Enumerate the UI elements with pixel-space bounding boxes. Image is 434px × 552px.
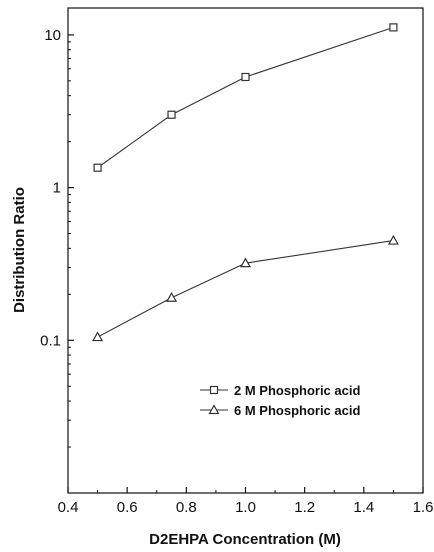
y-tick-label: 0.1 <box>40 332 61 349</box>
legend-marker <box>208 404 220 415</box>
x-axis-title: D2EHPA Concentration (M) <box>149 531 341 548</box>
legend-marker <box>209 385 219 395</box>
data-point <box>387 234 399 245</box>
series-line <box>97 240 394 338</box>
x-tick-label: 1.0 <box>235 499 256 516</box>
data-point <box>241 72 250 82</box>
x-tick-label: 0.6 <box>117 499 138 516</box>
data-point <box>389 23 398 32</box>
data-point <box>93 163 102 172</box>
x-tick-label: 0.4 <box>58 499 79 516</box>
series-1 <box>93 23 398 172</box>
data-point <box>167 110 176 119</box>
y-axis-title: Distribution Ratio <box>11 187 28 313</box>
y-tick-label: 1 <box>53 180 61 197</box>
series-2 <box>92 234 399 342</box>
series-layer <box>92 23 399 342</box>
y-axis-ticks: 0.1 1 10 <box>40 27 74 448</box>
x-tick-label: 1.4 <box>353 499 374 516</box>
series-line <box>97 26 394 169</box>
x-tick-label: 0.8 <box>176 499 197 516</box>
legend-label: 2 M Phosphoric acid <box>234 383 360 398</box>
x-axis-ticks: 0.4 0.6 0.8 1.0 1.2 1.4 1.6 <box>58 487 434 516</box>
y-tick-label: 10 <box>44 27 61 44</box>
legend-item: 6 M Phosphoric acid <box>200 403 360 418</box>
legend: 2 M Phosphoric acid 6 M Phosphoric acid <box>200 383 360 418</box>
x-tick-label: 1.2 <box>294 499 315 516</box>
legend-item: 2 M Phosphoric acid <box>200 383 360 398</box>
data-point <box>239 257 252 268</box>
x-tick-label: 1.6 <box>413 499 434 516</box>
data-point <box>166 292 178 302</box>
legend-label: 6 M Phosphoric acid <box>234 403 360 418</box>
data-point <box>92 331 104 342</box>
